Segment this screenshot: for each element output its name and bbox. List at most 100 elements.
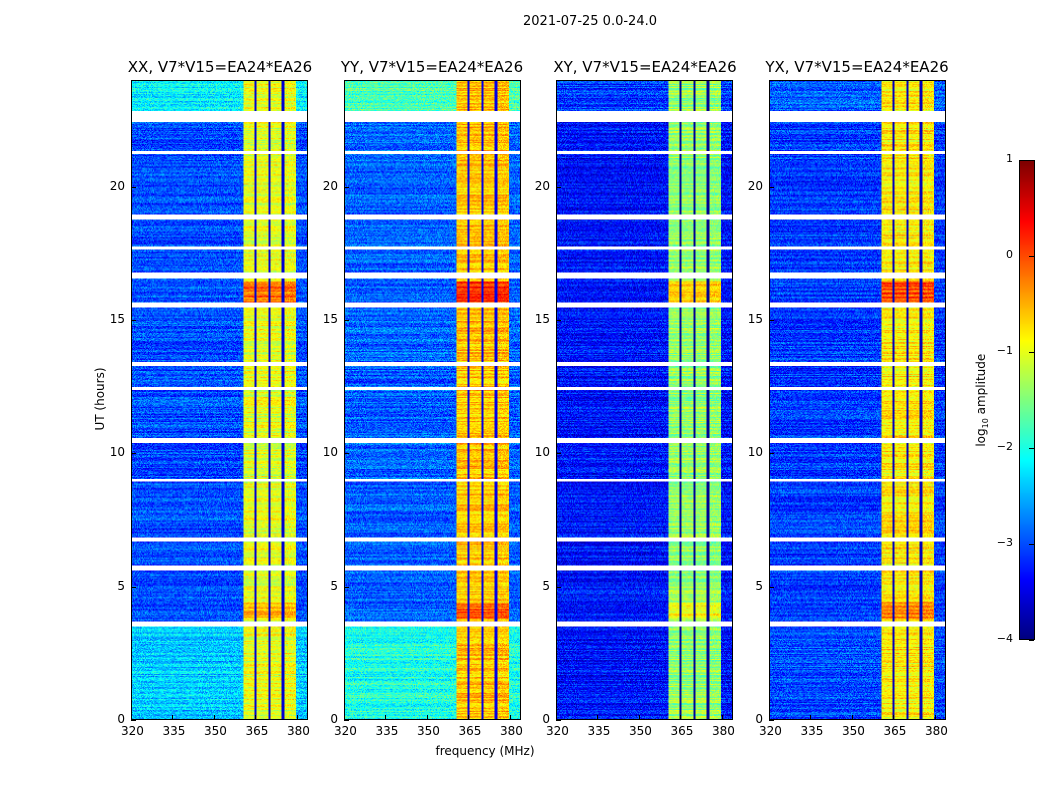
x-tick-label: 350 — [628, 724, 652, 738]
x-tick-mark — [172, 715, 174, 720]
colorbar-tick-mark — [1029, 256, 1034, 257]
y-tick-label: 0 — [330, 712, 338, 726]
x-tick-mark — [934, 715, 936, 720]
y-tick-mark — [769, 320, 774, 321]
x-tick-mark — [769, 715, 770, 720]
x-tick-mark — [851, 715, 853, 720]
x-tick-label: 320 — [334, 724, 357, 738]
x-tick-mark — [468, 715, 470, 720]
y-tick-mark — [556, 186, 561, 188]
y-tick-mark — [131, 186, 136, 188]
y-tick-label: 0 — [117, 712, 125, 726]
colorbar-label-prefix: log — [973, 428, 988, 447]
x-tick-mark — [213, 715, 215, 720]
x-tick-mark — [131, 715, 132, 720]
colorbar — [1019, 160, 1035, 640]
panel-title-xy: XY, V7*V15=EA24*EA26 — [553, 58, 737, 76]
colorbar-tick-label: 1 — [1006, 152, 1013, 165]
colorbar-tick-label: 0 — [1006, 248, 1013, 261]
y-tick-label: 15 — [747, 312, 763, 326]
y-tick-label: 10 — [534, 445, 550, 460]
panel-title-yy: YY, V7*V15=EA24*EA26 — [340, 58, 524, 76]
panel-title-yx: YX, V7*V15=EA24*EA26 — [765, 58, 949, 76]
colorbar-label-suffix: amplitude — [973, 353, 988, 419]
y-tick-mark — [344, 320, 349, 321]
x-tick-label: 335 — [162, 724, 186, 738]
colorbar-label: log10 amplitude — [974, 340, 990, 460]
x-tick-mark — [556, 715, 557, 720]
x-tick-label: 365 — [245, 724, 269, 738]
x-axis-label: frequency (MHz) — [435, 744, 535, 758]
x-tick-label: 335 — [800, 724, 824, 738]
y-tick-label: 5 — [755, 578, 763, 593]
x-tick-mark — [344, 715, 345, 720]
y-tick-label: 5 — [117, 578, 125, 593]
x-tick-label: 350 — [203, 724, 227, 738]
y-tick-mark — [556, 586, 561, 588]
x-tick-label: 380 — [924, 724, 948, 738]
y-tick-label: 15 — [109, 312, 125, 326]
x-tick-label: 335 — [587, 724, 611, 738]
x-tick-label: 320 — [546, 724, 569, 738]
y-tick-mark — [344, 586, 349, 588]
panel-title-xx: XX, V7*V15=EA24*EA26 — [127, 58, 313, 76]
x-tick-label: 320 — [759, 724, 782, 738]
y-tick-mark — [131, 586, 136, 588]
x-tick-label: 350 — [841, 724, 865, 738]
heatmap-xx — [131, 80, 308, 720]
x-tick-mark — [721, 715, 723, 720]
y-tick-mark — [769, 586, 774, 588]
y-tick-label: 0 — [542, 712, 550, 726]
x-tick-label: 380 — [711, 724, 735, 738]
colorbar-tick-mark — [1029, 544, 1034, 545]
x-tick-mark — [385, 715, 387, 720]
y-tick-mark — [131, 453, 136, 455]
y-tick-mark — [344, 186, 349, 188]
colorbar-tick-label: −1 — [996, 344, 1013, 357]
y-tick-mark — [131, 320, 136, 321]
y-tick-label: 20 — [534, 178, 550, 193]
y-tick-label: 5 — [542, 578, 550, 593]
y-tick-label: 10 — [747, 445, 763, 460]
heatmap-xy — [556, 80, 733, 720]
x-tick-mark — [597, 715, 599, 720]
colorbar-tick-label: −2 — [996, 440, 1013, 453]
heatmap-yy — [344, 80, 521, 720]
y-tick-label: 20 — [109, 178, 125, 193]
x-tick-mark — [810, 715, 812, 720]
x-tick-mark — [893, 715, 895, 720]
y-tick-mark — [344, 720, 349, 721]
y-tick-mark — [769, 453, 774, 455]
x-tick-mark — [509, 715, 511, 720]
y-tick-mark — [344, 453, 349, 455]
y-tick-mark — [556, 320, 561, 321]
y-tick-label: 15 — [322, 312, 338, 326]
y-tick-label: 20 — [747, 178, 763, 193]
colorbar-tick-mark — [1029, 352, 1034, 353]
colorbar-label-sub: 10 — [981, 418, 991, 429]
y-tick-mark — [131, 720, 136, 721]
x-tick-label: 350 — [416, 724, 440, 738]
y-tick-label: 10 — [322, 445, 338, 460]
colorbar-tick-label: −4 — [996, 632, 1013, 645]
x-tick-label: 335 — [375, 724, 399, 738]
x-tick-mark — [680, 715, 682, 720]
x-tick-mark — [255, 715, 257, 720]
heatmap-yx — [769, 80, 946, 720]
y-tick-mark — [769, 186, 774, 188]
y-axis-label: UT (hours) — [93, 367, 107, 431]
x-tick-label: 380 — [499, 724, 523, 738]
colorbar-tick-label: −3 — [996, 536, 1013, 549]
y-tick-mark — [556, 453, 561, 455]
colorbar-tick-mark — [1029, 640, 1034, 641]
figure-title: 2021-07-25 0.0-24.0 — [523, 14, 657, 29]
y-tick-label: 0 — [755, 712, 763, 726]
y-tick-label: 20 — [322, 178, 338, 193]
colorbar-tick-mark — [1029, 448, 1034, 449]
y-tick-label: 15 — [534, 312, 550, 326]
x-tick-label: 365 — [883, 724, 907, 738]
y-tick-mark — [769, 720, 774, 721]
x-tick-mark — [296, 715, 298, 720]
x-tick-label: 380 — [286, 724, 310, 738]
